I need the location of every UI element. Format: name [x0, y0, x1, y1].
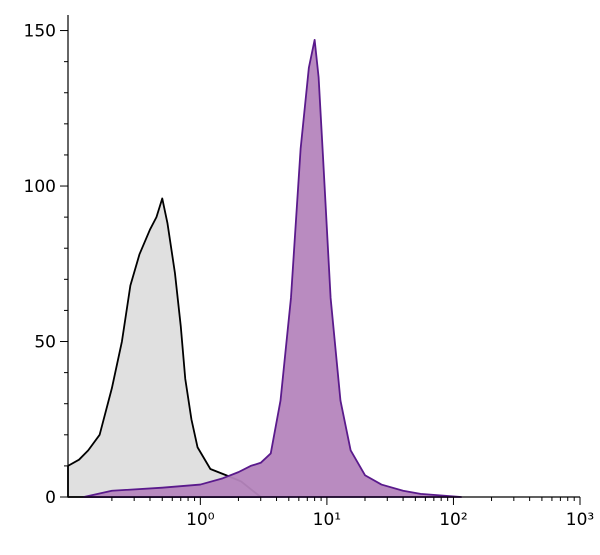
- y-tick-label: 100: [24, 177, 56, 197]
- y-tick-label: 0: [45, 488, 56, 508]
- x-tick-label: 10⁰: [186, 510, 215, 530]
- plot-area: [67, 38, 463, 498]
- histogram: [82, 38, 463, 498]
- x-tick-label: 10²: [439, 510, 467, 530]
- histogram: [67, 197, 262, 498]
- x-tick-label: 10¹: [313, 510, 341, 530]
- x-tick-label: 10³: [566, 510, 594, 530]
- y-tick-label: 150: [24, 22, 56, 42]
- y-tick-label: 50: [34, 333, 56, 353]
